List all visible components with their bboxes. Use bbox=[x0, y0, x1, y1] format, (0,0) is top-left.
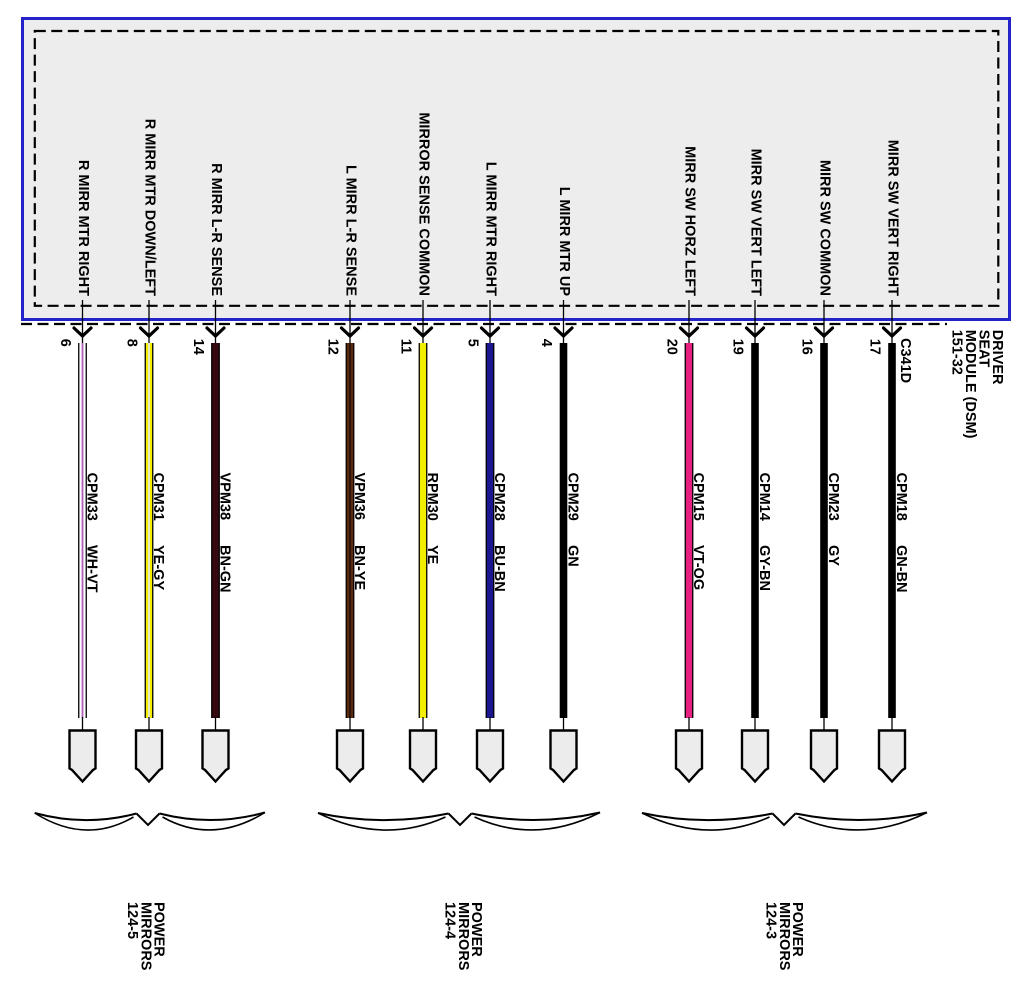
svg-text:BU-BN: BU-BN bbox=[491, 545, 507, 592]
svg-text:5: 5 bbox=[465, 339, 481, 347]
svg-text:DRIVER: DRIVER bbox=[989, 330, 1005, 385]
svg-text:MIRR SW HORZ LEFT: MIRR SW HORZ LEFT bbox=[682, 146, 698, 296]
svg-text:20: 20 bbox=[664, 339, 680, 355]
svg-text:MIRROR SENSE COMMON: MIRROR SENSE COMMON bbox=[416, 112, 432, 296]
svg-text:6: 6 bbox=[57, 339, 73, 347]
svg-text:POWER: POWER bbox=[151, 902, 167, 957]
svg-text:11: 11 bbox=[398, 339, 414, 354]
svg-text:CPM28: CPM28 bbox=[491, 473, 507, 521]
svg-text:MIRR SW COMMON: MIRR SW COMMON bbox=[817, 160, 833, 296]
svg-text:R MIRR L-R SENSE: R MIRR L-R SENSE bbox=[208, 163, 224, 296]
svg-text:VT-OG: VT-OG bbox=[690, 545, 706, 590]
svg-text:C341D: C341D bbox=[897, 338, 913, 383]
svg-text:124-3: 124-3 bbox=[762, 902, 778, 939]
svg-text:CPM14: CPM14 bbox=[756, 473, 772, 521]
svg-text:17: 17 bbox=[867, 339, 883, 355]
svg-text:VPM38: VPM38 bbox=[217, 473, 233, 521]
svg-text:L MIRR MTR UP: L MIRR MTR UP bbox=[556, 187, 572, 297]
svg-text:R MIRR MTR DOWN/LEFT: R MIRR MTR DOWN/LEFT bbox=[142, 119, 158, 296]
svg-text:GN-BN: GN-BN bbox=[893, 545, 909, 593]
svg-text:GY: GY bbox=[825, 545, 841, 566]
svg-text:RPM30: RPM30 bbox=[424, 473, 440, 521]
svg-text:CPM18: CPM18 bbox=[893, 473, 909, 521]
svg-text:CPM33: CPM33 bbox=[84, 473, 100, 521]
svg-text:YE: YE bbox=[424, 545, 440, 565]
svg-text:CPM29: CPM29 bbox=[565, 473, 581, 521]
svg-text:CPM23: CPM23 bbox=[825, 473, 841, 521]
svg-text:WH-VT: WH-VT bbox=[84, 545, 100, 593]
svg-text:124-5: 124-5 bbox=[124, 902, 140, 939]
svg-text:VPM36: VPM36 bbox=[351, 473, 367, 521]
svg-text:L MIRR MTR RIGHT: L MIRR MTR RIGHT bbox=[483, 162, 499, 296]
svg-text:MIRR SW VERT RIGHT: MIRR SW VERT RIGHT bbox=[885, 140, 901, 296]
svg-text:POWER: POWER bbox=[789, 902, 805, 957]
svg-text:R MIRR MTR RIGHT: R MIRR MTR RIGHT bbox=[75, 160, 91, 296]
svg-text:CPM31: CPM31 bbox=[150, 473, 166, 521]
svg-text:BN-YE: BN-YE bbox=[351, 545, 367, 590]
svg-text:MODULE (DSM): MODULE (DSM) bbox=[962, 330, 978, 439]
svg-text:GN: GN bbox=[565, 545, 581, 567]
svg-text:14: 14 bbox=[190, 339, 206, 355]
svg-text:MIRRORS: MIRRORS bbox=[455, 902, 471, 971]
svg-text:16: 16 bbox=[799, 339, 815, 355]
svg-text:GY-BN: GY-BN bbox=[756, 545, 772, 591]
svg-text:MIRRORS: MIRRORS bbox=[776, 902, 792, 971]
svg-text:124-4: 124-4 bbox=[441, 902, 457, 939]
svg-text:MIRR SW VERT LEFT: MIRR SW VERT LEFT bbox=[748, 149, 764, 297]
svg-text:12: 12 bbox=[325, 339, 341, 355]
svg-text:8: 8 bbox=[124, 339, 140, 347]
svg-text:MIRRORS: MIRRORS bbox=[137, 902, 153, 971]
svg-text:151-32: 151-32 bbox=[949, 330, 965, 375]
svg-text:YE-GY: YE-GY bbox=[150, 545, 166, 590]
svg-text:4: 4 bbox=[538, 339, 554, 347]
svg-text:CPM15: CPM15 bbox=[690, 473, 706, 521]
svg-text:BN-GN: BN-GN bbox=[217, 545, 233, 593]
svg-text:SEAT: SEAT bbox=[975, 330, 991, 368]
svg-text:POWER: POWER bbox=[468, 902, 484, 957]
svg-text:19: 19 bbox=[730, 339, 746, 355]
svg-text:L MIRR L-R SENSE: L MIRR L-R SENSE bbox=[343, 165, 359, 296]
